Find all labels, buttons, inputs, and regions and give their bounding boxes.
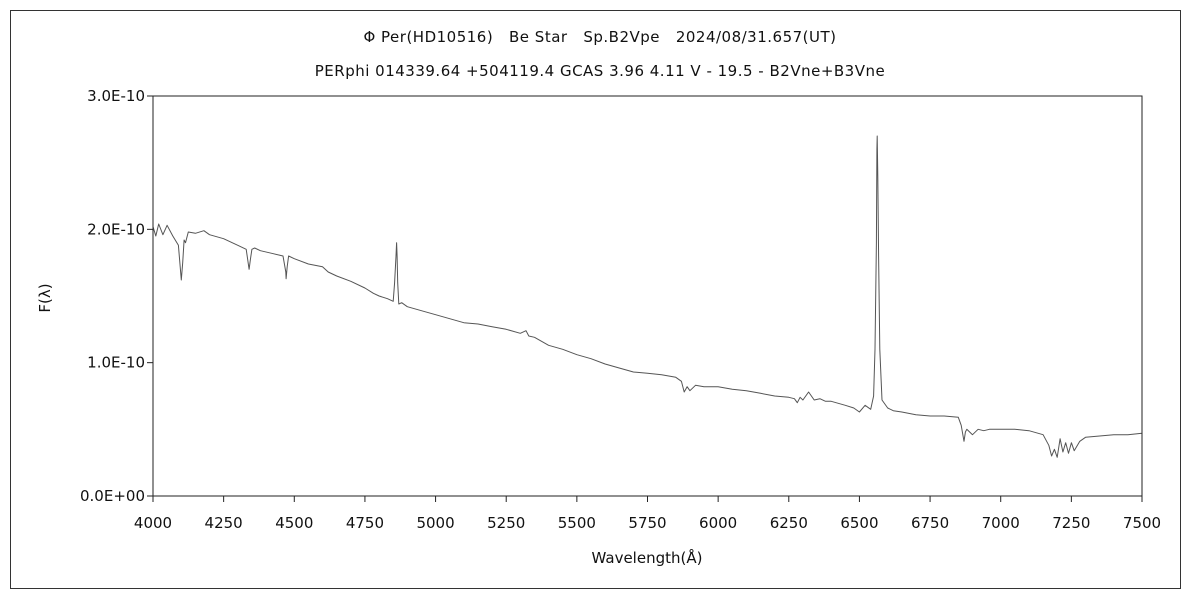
y-tick-label: 1.0E-10 [87,354,145,372]
x-tick-label: 5000 [416,514,454,532]
x-tick-label: 4500 [275,514,313,532]
x-tick-label: 7500 [1123,514,1161,532]
x-axis-label: Wavelength(Å) [592,548,703,567]
y-tick-label: 0.0E+00 [80,487,145,505]
x-axis-ticks: 4000 4250 4500 4750 5000 5250 5500 5750 6000 6250… [134,496,1161,532]
y-axis-ticks: 0.0E+00 1.0E-10 2.0E-10 3.0E-10 [80,87,153,505]
chart-frame [10,10,1181,589]
x-tick-label: 7250 [1052,514,1090,532]
x-tick-label: 5500 [558,514,596,532]
plot-area [152,95,1143,497]
x-tick-label: 7000 [982,514,1020,532]
x-tick-label: 4250 [205,514,243,532]
x-tick-label: 5250 [487,514,525,532]
y-axis-label: F(λ) [36,283,54,312]
y-tick-label: 2.0E-10 [87,220,145,238]
x-tick-label: 6000 [699,514,737,532]
chart-subtitle: PERphi 014339.64 +504119.4 GCAS 3.96 4.1… [314,62,886,80]
x-tick-label: 5750 [628,514,666,532]
chart-title: Φ Per(HD10516) Be Star Sp.B2Vpe 2024/08/… [363,28,837,46]
x-tick-label: 6750 [911,514,949,532]
x-tick-label: 6250 [770,514,808,532]
x-tick-label: 6500 [840,514,878,532]
y-tick-label: 3.0E-10 [87,87,145,105]
series-layer [152,135,1143,458]
x-tick-label: 4000 [134,514,172,532]
spectrum-line [152,135,1143,458]
x-tick-label: 4750 [346,514,384,532]
